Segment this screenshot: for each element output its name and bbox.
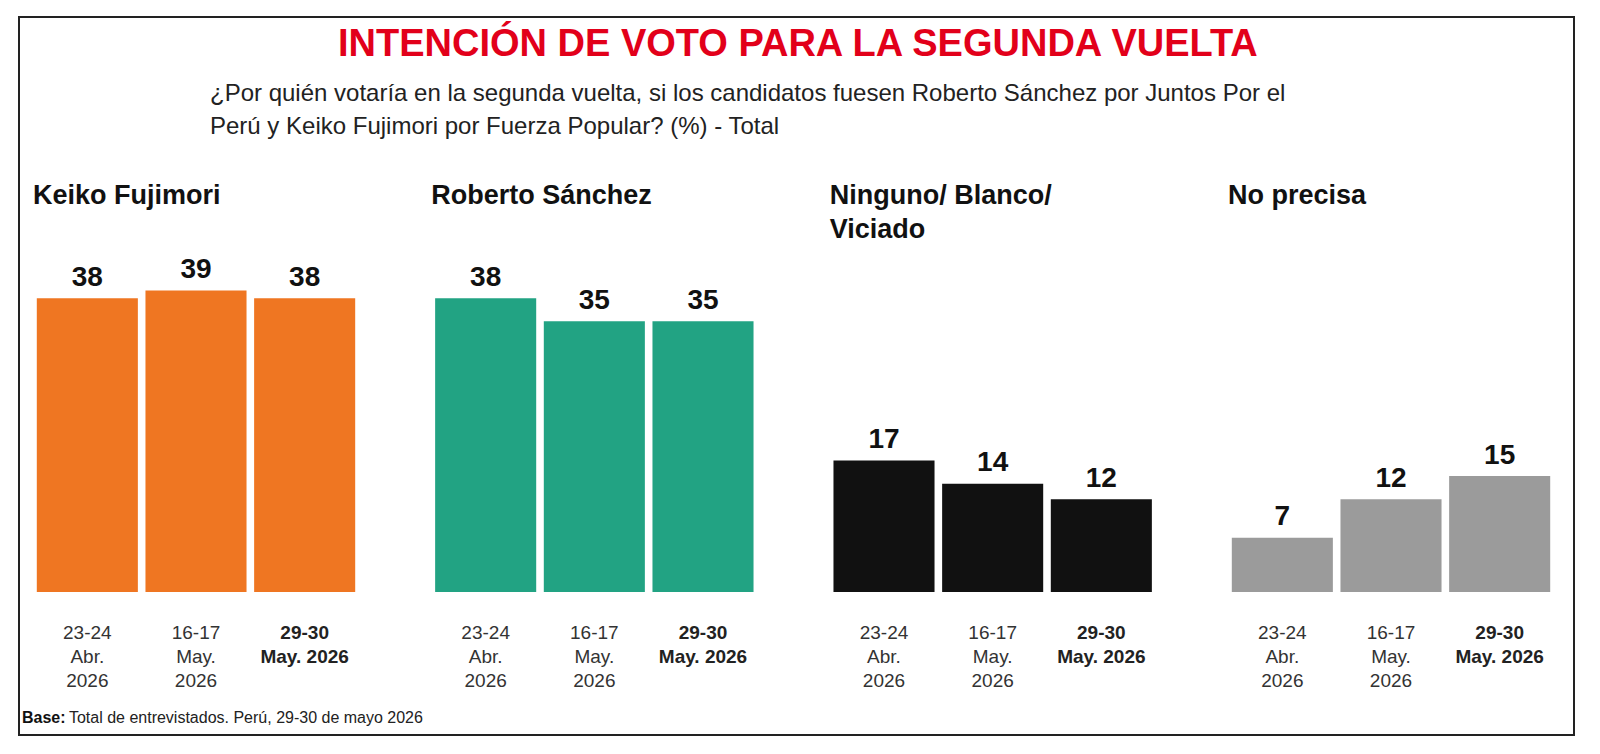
svg-text:16-17: 16-17	[570, 622, 619, 643]
svg-text:2026: 2026	[972, 670, 1014, 691]
svg-text:15: 15	[1484, 439, 1515, 470]
svg-text:35: 35	[579, 284, 610, 315]
svg-text:16-17: 16-17	[172, 622, 221, 643]
svg-text:May. 2026: May. 2026	[260, 646, 348, 667]
svg-text:39: 39	[180, 253, 211, 284]
svg-text:2026: 2026	[175, 670, 217, 691]
svg-text:Viciado: Viciado	[830, 214, 926, 244]
svg-text:16-17: 16-17	[968, 622, 1017, 643]
svg-text:29-30: 29-30	[1077, 622, 1126, 643]
svg-text:2026: 2026	[66, 670, 108, 691]
svg-text:May.: May.	[973, 646, 1013, 667]
svg-text:Roberto Sánchez: Roberto Sánchez	[431, 180, 652, 210]
svg-text:May. 2026: May. 2026	[1057, 646, 1145, 667]
svg-text:12: 12	[1086, 462, 1117, 493]
svg-text:INTENCIÓN DE VOTO PARA LA SEGU: INTENCIÓN DE VOTO PARA LA SEGUNDA VUELTA	[338, 21, 1258, 64]
svg-text:May.: May.	[574, 646, 614, 667]
svg-text:Abr.: Abr.	[70, 646, 104, 667]
svg-text:May. 2026: May. 2026	[1455, 646, 1543, 667]
svg-text:Abr.: Abr.	[867, 646, 901, 667]
svg-text:May.: May.	[1371, 646, 1411, 667]
svg-text:14: 14	[977, 446, 1009, 477]
svg-text:May. 2026: May. 2026	[659, 646, 747, 667]
svg-text:Ninguno/ Blanco/: Ninguno/ Blanco/	[830, 180, 1060, 210]
svg-text:2026: 2026	[465, 670, 507, 691]
svg-text:38: 38	[470, 261, 501, 292]
svg-text:17: 17	[868, 423, 899, 454]
svg-text:Base:: Base:	[22, 709, 66, 726]
svg-text:23-24: 23-24	[860, 622, 909, 643]
svg-text:Total de entrevistados. Perú,: Total de entrevistados. Perú, 29-30 de m…	[69, 709, 423, 726]
svg-text:7: 7	[1275, 500, 1291, 531]
svg-text:2026: 2026	[573, 670, 615, 691]
svg-text:29-30: 29-30	[280, 622, 329, 643]
svg-text:Abr.: Abr.	[469, 646, 503, 667]
svg-text:23-24: 23-24	[1258, 622, 1307, 643]
svg-text:23-24: 23-24	[461, 622, 510, 643]
svg-text:29-30: 29-30	[1475, 622, 1524, 643]
svg-text:2026: 2026	[1370, 670, 1412, 691]
svg-text:Perú y Keiko Fujimori por Fuer: Perú y Keiko Fujimori por Fuerza Popular…	[210, 112, 779, 139]
svg-text:No precisa: No precisa	[1228, 180, 1367, 210]
svg-text:Abr.: Abr.	[1265, 646, 1299, 667]
svg-text:35: 35	[687, 284, 718, 315]
svg-text:16-17: 16-17	[1367, 622, 1416, 643]
svg-text:29-30: 29-30	[679, 622, 728, 643]
svg-text:Keiko Fujimori: Keiko Fujimori	[33, 180, 221, 210]
svg-text:2026: 2026	[863, 670, 905, 691]
svg-text:¿Por quién votaría en la segun: ¿Por quién votaría en la segunda vuelta,…	[210, 79, 1292, 106]
svg-text:38: 38	[289, 261, 320, 292]
svg-text:23-24: 23-24	[63, 622, 112, 643]
svg-text:2026: 2026	[1261, 670, 1303, 691]
svg-text:May.: May.	[176, 646, 216, 667]
svg-text:12: 12	[1375, 462, 1406, 493]
svg-text:38: 38	[72, 261, 103, 292]
